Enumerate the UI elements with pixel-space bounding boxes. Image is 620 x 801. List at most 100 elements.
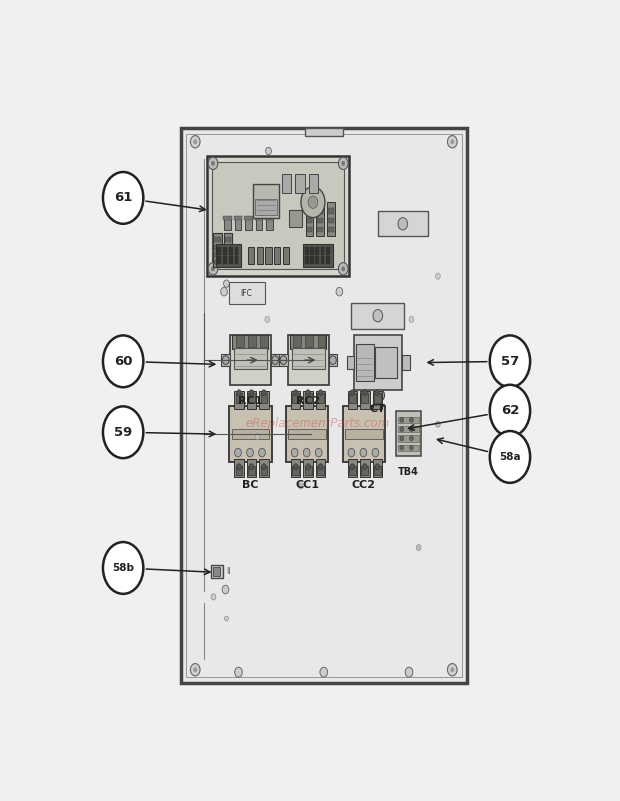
- Bar: [309, 175, 318, 193]
- FancyBboxPatch shape: [181, 128, 467, 683]
- Bar: [376, 347, 397, 378]
- Circle shape: [301, 187, 325, 218]
- Circle shape: [103, 542, 143, 594]
- Text: 59: 59: [114, 426, 132, 439]
- Bar: [321, 248, 324, 255]
- Circle shape: [448, 663, 457, 676]
- Bar: [397, 445, 419, 451]
- Bar: [223, 216, 232, 220]
- Circle shape: [448, 135, 457, 148]
- Circle shape: [234, 667, 242, 677]
- Bar: [224, 216, 231, 230]
- Bar: [216, 244, 241, 267]
- Bar: [234, 459, 244, 477]
- Bar: [245, 216, 252, 230]
- Circle shape: [410, 445, 414, 450]
- Circle shape: [224, 616, 228, 621]
- Circle shape: [293, 390, 298, 396]
- Circle shape: [341, 267, 345, 272]
- Bar: [214, 245, 221, 250]
- Circle shape: [490, 384, 530, 437]
- Circle shape: [221, 288, 228, 296]
- Bar: [316, 391, 326, 409]
- Circle shape: [103, 172, 143, 223]
- Bar: [305, 256, 309, 264]
- Bar: [316, 256, 319, 264]
- Circle shape: [190, 135, 200, 148]
- Circle shape: [375, 464, 379, 470]
- Bar: [373, 391, 382, 409]
- Text: BC: BC: [242, 481, 259, 490]
- Bar: [348, 459, 357, 477]
- Circle shape: [272, 356, 278, 364]
- Circle shape: [400, 417, 404, 422]
- Bar: [305, 248, 309, 255]
- Circle shape: [320, 667, 327, 677]
- Circle shape: [405, 667, 413, 677]
- FancyBboxPatch shape: [230, 336, 271, 384]
- Text: IFC: IFC: [241, 289, 252, 298]
- Bar: [317, 208, 323, 214]
- Circle shape: [409, 316, 414, 323]
- Circle shape: [190, 663, 200, 676]
- Text: TB4: TB4: [397, 467, 419, 477]
- Circle shape: [318, 464, 323, 470]
- Bar: [224, 233, 232, 267]
- Bar: [236, 465, 242, 476]
- Bar: [229, 248, 232, 255]
- Bar: [374, 465, 381, 476]
- Bar: [234, 348, 267, 369]
- Circle shape: [398, 218, 407, 230]
- Circle shape: [193, 667, 197, 672]
- FancyBboxPatch shape: [286, 406, 329, 462]
- Bar: [224, 260, 231, 264]
- Bar: [234, 391, 244, 409]
- Bar: [397, 417, 419, 423]
- Bar: [307, 208, 312, 214]
- Circle shape: [293, 464, 298, 470]
- Circle shape: [490, 431, 530, 483]
- Bar: [352, 303, 404, 328]
- Bar: [218, 248, 221, 255]
- Bar: [317, 227, 323, 232]
- Bar: [234, 256, 239, 264]
- Bar: [321, 256, 324, 264]
- Circle shape: [265, 147, 272, 155]
- Bar: [347, 356, 354, 368]
- Circle shape: [450, 139, 454, 144]
- Bar: [317, 465, 324, 476]
- Bar: [223, 248, 227, 255]
- Circle shape: [306, 464, 311, 470]
- Circle shape: [237, 464, 241, 470]
- Bar: [214, 237, 221, 242]
- Bar: [317, 218, 323, 223]
- Bar: [402, 355, 410, 370]
- Bar: [305, 465, 311, 476]
- Bar: [326, 248, 330, 255]
- Bar: [259, 391, 268, 409]
- FancyBboxPatch shape: [354, 335, 402, 390]
- Circle shape: [103, 336, 143, 387]
- Text: 60: 60: [114, 355, 133, 368]
- Bar: [292, 393, 299, 403]
- Bar: [291, 391, 301, 409]
- Bar: [349, 393, 356, 403]
- Bar: [260, 465, 267, 476]
- Bar: [214, 252, 221, 257]
- Bar: [255, 199, 277, 215]
- FancyBboxPatch shape: [304, 128, 343, 135]
- Circle shape: [211, 267, 215, 272]
- Bar: [248, 247, 254, 264]
- Bar: [256, 216, 262, 230]
- Circle shape: [400, 436, 404, 441]
- Text: CC2: CC2: [352, 481, 376, 490]
- Bar: [356, 344, 374, 381]
- Circle shape: [208, 157, 218, 170]
- Circle shape: [490, 336, 530, 387]
- Bar: [291, 459, 301, 477]
- Bar: [265, 216, 274, 220]
- FancyBboxPatch shape: [288, 336, 329, 384]
- Bar: [310, 256, 314, 264]
- Circle shape: [259, 449, 265, 457]
- Bar: [236, 336, 244, 347]
